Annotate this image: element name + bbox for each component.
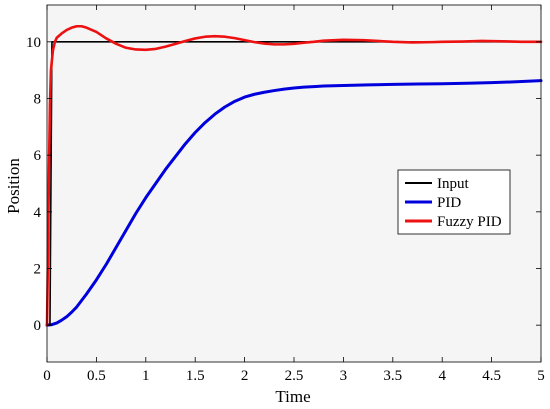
x-tick-label: 1 (142, 368, 150, 384)
x-tick-label: 3.5 (383, 368, 402, 384)
series-pid-line (45, 79, 543, 327)
legend-label-pid: PID (437, 195, 461, 211)
x-axis-title: Time (275, 387, 310, 406)
series-fuzzy-pid-line (45, 24, 543, 327)
x-tick-label: 3 (340, 368, 348, 384)
x-tick-label: 4 (438, 368, 446, 384)
x-tick-label: 2.5 (285, 368, 304, 384)
legend-label-input: Input (437, 176, 469, 192)
legend-label-fuzzy-pid: Fuzzy PID (437, 214, 502, 230)
x-tick-label: 5 (537, 368, 545, 384)
y-tick-label: 10 (26, 35, 41, 51)
y-axis: 0 2 4 6 8 10 (26, 35, 541, 334)
y-tick-label: 0 (34, 318, 42, 334)
x-tick-label: 2 (241, 368, 249, 384)
x-tick-label: 0.5 (87, 368, 106, 384)
legend: Input PID Fuzzy PID (397, 169, 511, 235)
y-tick-label: 2 (34, 262, 42, 278)
x-tick-label: 0 (43, 368, 51, 384)
y-axis-title: Position (4, 158, 23, 214)
y-tick-label: 8 (34, 92, 42, 108)
x-tick-label: 1.5 (186, 368, 205, 384)
x-axis: 0 0.5 1 1.5 2 2.5 3 3.5 4 4.5 5 (43, 5, 545, 384)
y-tick-label: 6 (34, 148, 42, 164)
y-tick-label: 4 (34, 205, 42, 221)
x-tick-label: 4.5 (482, 368, 501, 384)
